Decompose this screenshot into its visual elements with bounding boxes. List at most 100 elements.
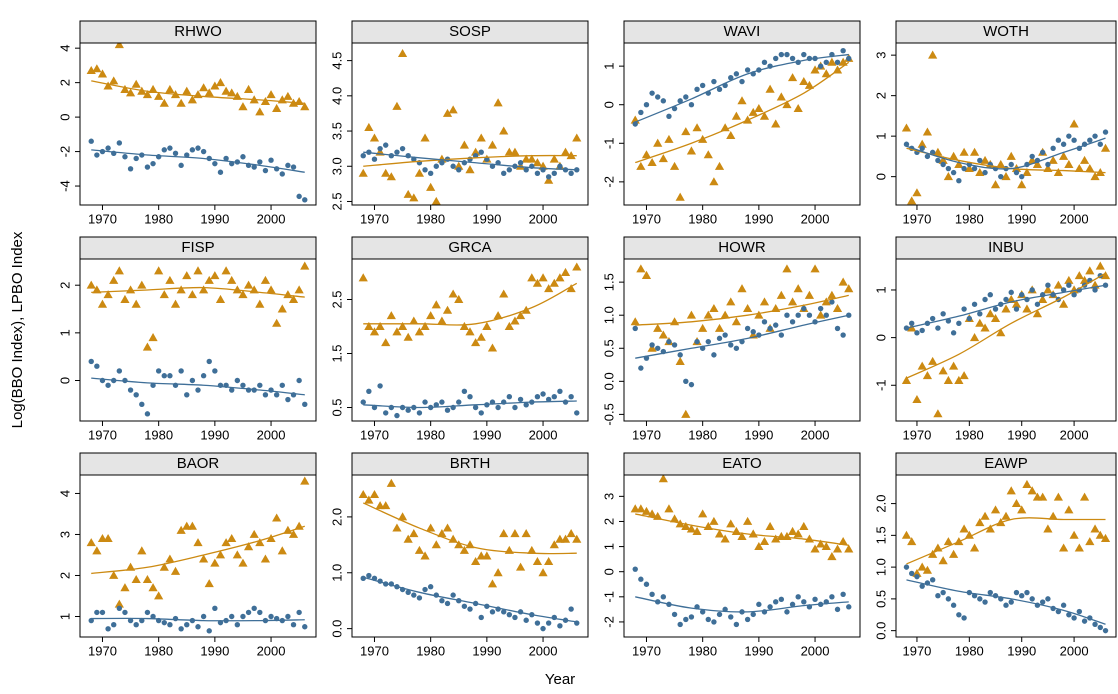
point <box>172 615 179 622</box>
point <box>92 64 102 73</box>
point <box>998 173 1004 180</box>
point <box>821 541 831 551</box>
point <box>759 536 770 546</box>
point <box>217 169 224 175</box>
point <box>189 377 196 384</box>
y-tick-label: 4 <box>57 490 72 497</box>
point <box>200 373 207 379</box>
strip-title: EAWP <box>984 455 1028 472</box>
point <box>1029 287 1035 293</box>
point <box>711 619 717 625</box>
point <box>262 392 269 398</box>
point <box>487 343 498 352</box>
point <box>403 189 413 198</box>
point <box>461 603 468 609</box>
point <box>990 180 1001 189</box>
point <box>801 305 807 312</box>
point <box>1081 618 1088 624</box>
point <box>465 327 475 336</box>
trend-line <box>363 151 577 171</box>
point <box>195 624 201 630</box>
point <box>142 90 153 99</box>
point <box>795 594 801 600</box>
plot-box <box>895 258 1117 422</box>
y-tick-label: 0.5 <box>601 339 616 357</box>
point <box>1066 133 1072 139</box>
point <box>739 78 745 85</box>
point <box>658 475 668 483</box>
point <box>1017 505 1027 514</box>
point <box>560 267 571 276</box>
point <box>653 323 663 332</box>
point <box>773 599 779 605</box>
point <box>1039 149 1046 156</box>
point <box>105 382 111 388</box>
point <box>928 356 938 365</box>
trend-line <box>906 517 1106 565</box>
x-tick-label: 1980 <box>416 211 445 226</box>
point <box>120 583 130 592</box>
point <box>422 586 428 593</box>
trend-line <box>363 400 577 409</box>
point <box>397 48 408 58</box>
point <box>933 409 943 418</box>
point <box>506 394 513 400</box>
point <box>641 506 652 515</box>
point <box>285 613 291 620</box>
point <box>943 537 953 546</box>
panel: INBU -1 0 1 1970 1980 1990 2000 <box>873 236 1117 442</box>
y-tick-label: 2.5 <box>329 192 344 210</box>
y-tick-label: 1.0 <box>329 564 344 582</box>
y-tick-label: 3 <box>601 493 616 500</box>
point <box>144 411 151 417</box>
point <box>677 621 683 628</box>
point <box>439 597 445 604</box>
point <box>817 63 824 69</box>
point <box>532 556 543 566</box>
point <box>773 55 779 62</box>
y-tick-label: 1.5 <box>873 526 888 544</box>
y-tick-label: 4.0 <box>329 87 344 105</box>
point <box>193 90 203 99</box>
point <box>709 516 719 525</box>
point <box>111 621 117 628</box>
point <box>759 111 770 120</box>
point <box>240 382 246 388</box>
point <box>94 363 100 369</box>
point <box>159 290 169 299</box>
point <box>215 294 226 303</box>
point <box>917 139 927 148</box>
point <box>427 584 434 590</box>
point <box>364 321 374 330</box>
point <box>728 614 734 620</box>
point <box>245 387 252 393</box>
plot-area <box>901 261 1111 418</box>
point <box>405 407 411 413</box>
point <box>204 88 214 97</box>
point <box>420 133 430 142</box>
point <box>212 368 218 374</box>
point <box>950 602 957 608</box>
point <box>512 404 518 411</box>
point <box>439 160 445 166</box>
point <box>478 410 484 416</box>
point <box>1027 155 1037 164</box>
point <box>388 404 395 411</box>
x-tick-label: 2000 <box>1060 427 1089 442</box>
x-tick-label: 1990 <box>744 427 773 442</box>
point <box>540 625 546 632</box>
trend-line <box>635 314 849 359</box>
point <box>949 151 959 160</box>
point <box>116 368 123 374</box>
y-tick-label: 3 <box>57 531 72 538</box>
point <box>987 292 993 298</box>
point <box>975 168 985 177</box>
x-tick-label: 1990 <box>1007 211 1036 226</box>
point <box>980 511 990 520</box>
point <box>364 122 374 131</box>
point <box>245 609 252 616</box>
point <box>907 537 917 546</box>
point <box>754 541 764 551</box>
point <box>1100 143 1111 152</box>
point <box>964 530 974 539</box>
